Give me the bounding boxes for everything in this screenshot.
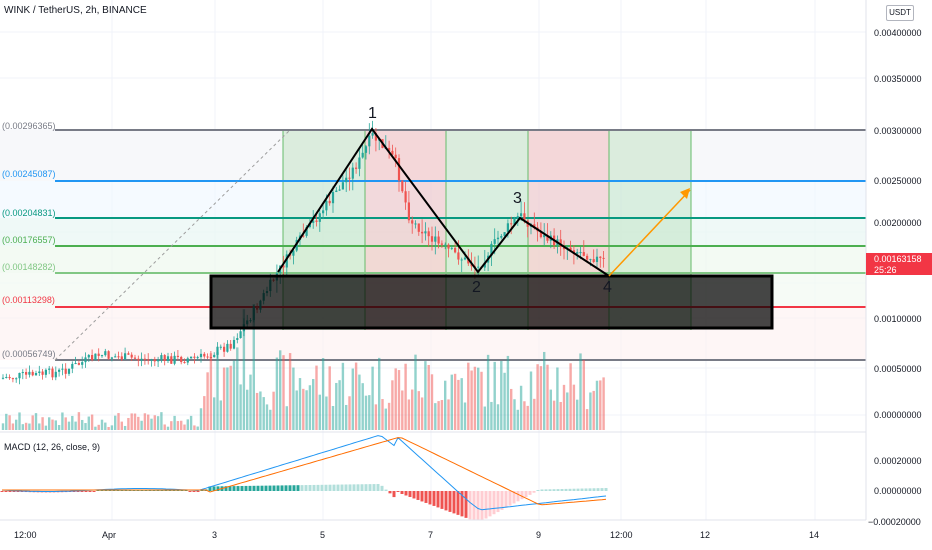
current-price-value: 0.00163158 bbox=[874, 254, 922, 264]
svg-text:0.00300000: 0.00300000 bbox=[874, 126, 922, 136]
currency-button[interactable]: USDT bbox=[886, 5, 914, 21]
wave-label-3: 3 bbox=[513, 190, 522, 207]
time-axis-labels: 12:00 Apr 3 5 7 9 12:00 12 14 bbox=[14, 530, 819, 540]
svg-text:7: 7 bbox=[428, 530, 433, 540]
fib-labels: (0.00296365) (0.00245087) (0.00204831) (… bbox=[2, 121, 56, 359]
wave-label-2: 2 bbox=[472, 279, 481, 296]
svg-text:0.00250000: 0.00250000 bbox=[874, 176, 922, 186]
symbol-header[interactable]: WINK / TetherUS, 2h, BINANCE bbox=[4, 5, 147, 16]
fib-label-6: (0.00113298) bbox=[2, 295, 55, 305]
projection-arrowhead bbox=[680, 188, 690, 199]
svg-text:0.00200000: 0.00200000 bbox=[874, 218, 922, 228]
wave-label-4: 4 bbox=[603, 279, 612, 296]
svg-text:0.00000000: 0.00000000 bbox=[874, 486, 922, 496]
svg-text:9: 9 bbox=[536, 530, 541, 540]
fib-label-4: (0.00176557) bbox=[2, 235, 56, 245]
svg-text:0.00000000: 0.00000000 bbox=[874, 410, 922, 420]
fib-label-1: (0.00296365) bbox=[2, 121, 56, 131]
price-axis-labels: 0.00400000 0.00350000 0.00300000 0.00250… bbox=[868, 28, 922, 527]
macd-indicator-title[interactable]: MACD (12, 26, close, 9) bbox=[4, 442, 101, 452]
fib-label-5: (0.00148282) bbox=[2, 262, 56, 272]
projection-arrow[interactable] bbox=[608, 189, 691, 277]
svg-text:0.00050000: 0.00050000 bbox=[874, 364, 922, 374]
fib-label-3: (0.00204831) bbox=[2, 208, 56, 218]
support-zone-box[interactable] bbox=[209, 274, 774, 330]
svg-text:12:00: 12:00 bbox=[14, 530, 37, 540]
wave-label-1: 1 bbox=[368, 105, 377, 122]
candles bbox=[1, 120, 605, 385]
svg-text:0.00020000: 0.00020000 bbox=[874, 456, 922, 466]
fib-label-7: (0.00056749) bbox=[2, 349, 56, 359]
wave-path[interactable] bbox=[277, 127, 610, 277]
current-price-tag bbox=[866, 253, 932, 275]
svg-text:14: 14 bbox=[809, 530, 819, 540]
price-countdown: 25:26 bbox=[874, 265, 897, 275]
fib-lines bbox=[54, 129, 866, 361]
time-axis-panel[interactable] bbox=[0, 520, 866, 550]
svg-text:12: 12 bbox=[700, 530, 710, 540]
volume-bars bbox=[1, 304, 605, 430]
svg-text:5: 5 bbox=[320, 530, 325, 540]
svg-text:0.00350000: 0.00350000 bbox=[874, 74, 922, 84]
svg-text:12:00: 12:00 bbox=[610, 530, 633, 540]
svg-text:0.00100000: 0.00100000 bbox=[874, 314, 922, 324]
fib-label-2: (0.00245087) bbox=[2, 169, 56, 179]
svg-text:−0.00020000: −0.00020000 bbox=[868, 517, 921, 527]
macd-histogram bbox=[0, 484, 608, 522]
svg-text:Apr: Apr bbox=[102, 530, 116, 540]
signal-line bbox=[2, 437, 607, 506]
svg-text:3: 3 bbox=[212, 530, 217, 540]
svg-text:0.00400000: 0.00400000 bbox=[874, 28, 922, 38]
